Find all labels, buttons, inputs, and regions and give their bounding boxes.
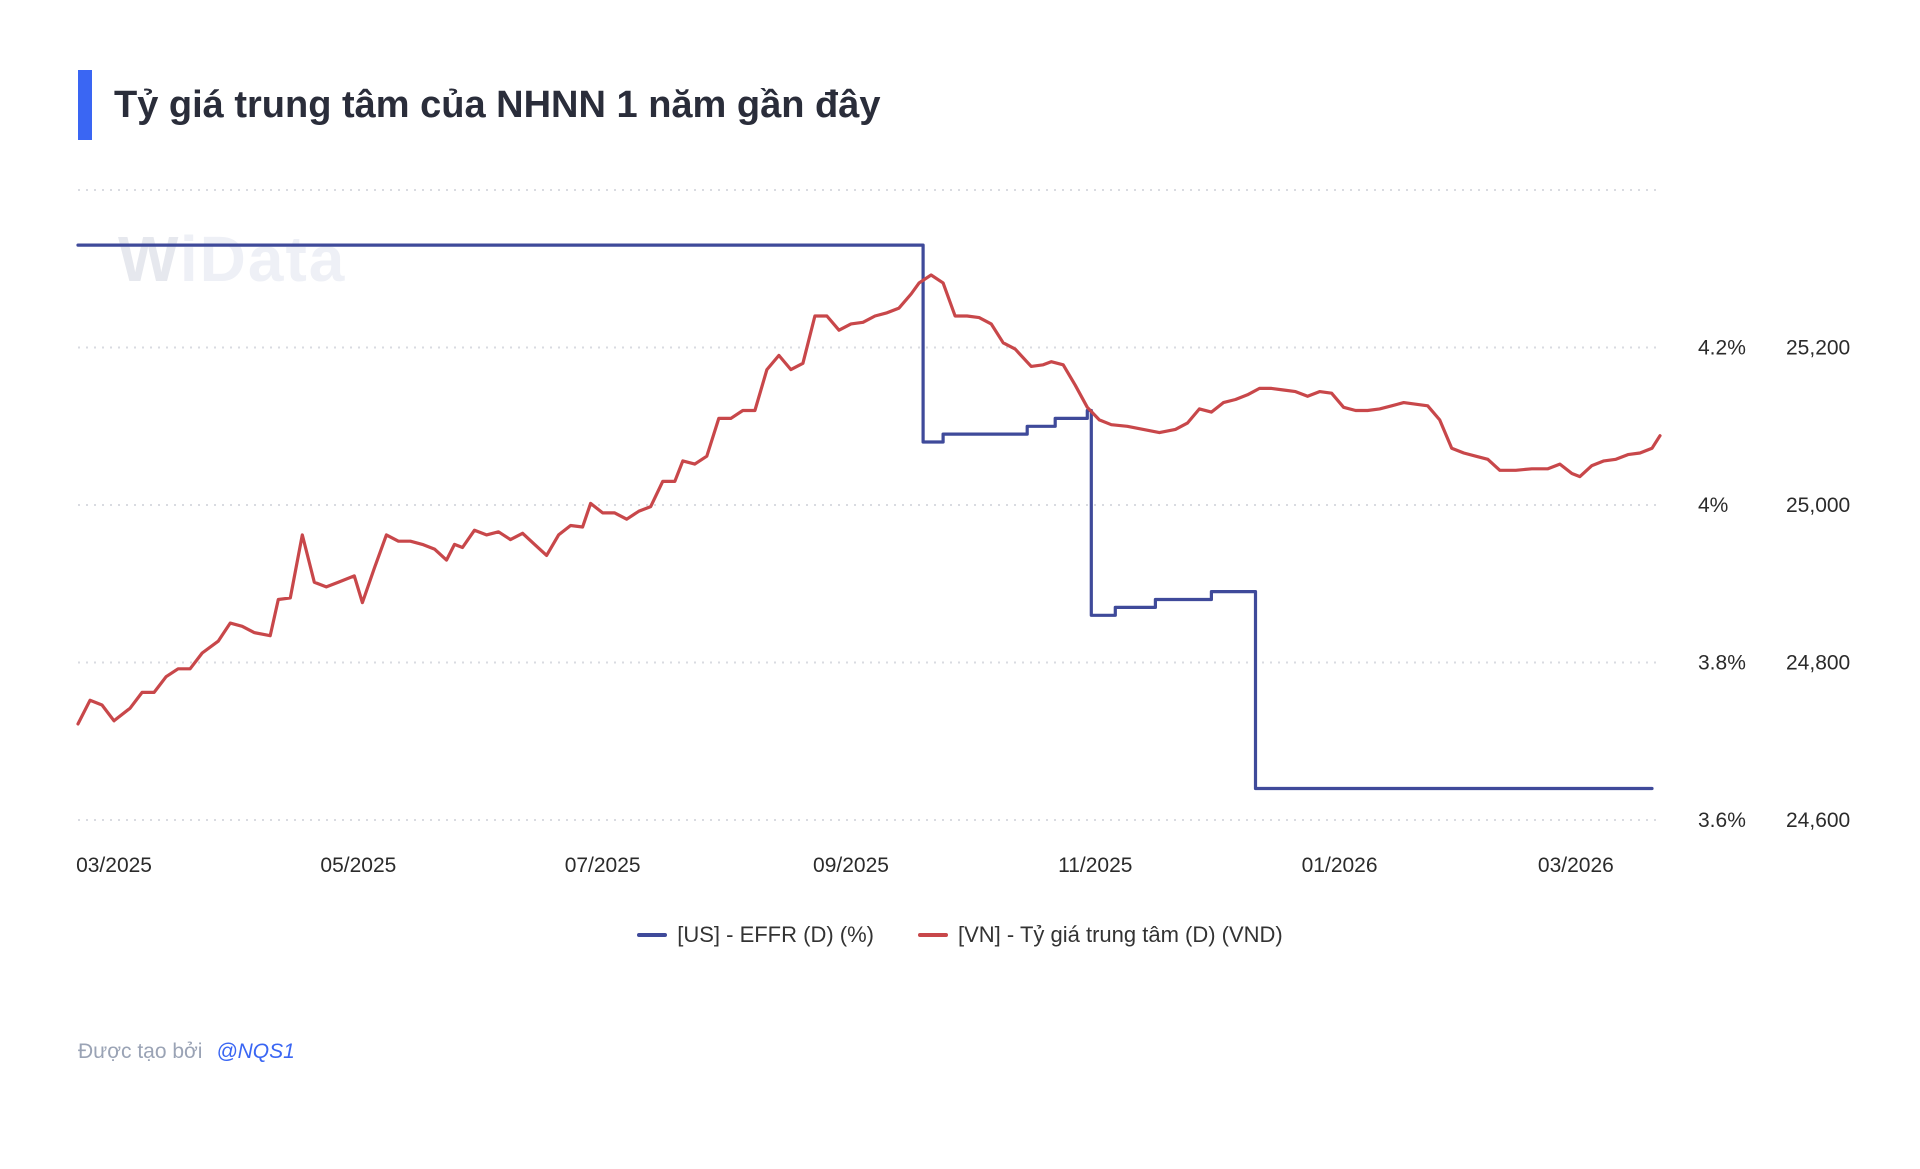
series-line-effr [76, 243, 1654, 791]
legend-label-effr: [US] - EFFR (D) (%) [677, 922, 874, 947]
legend-item-effr[interactable]: [US] - EFFR (D) (%) [637, 922, 874, 948]
legend-label-vnd: [VN] - Tỷ giá trung tâm (D) (VND) [958, 922, 1283, 947]
title-accent-bar [78, 70, 92, 140]
y-left-tick-label: 4.2% [1698, 337, 1746, 360]
legend-swatch-vnd [918, 933, 948, 937]
y-right-tick-label: 24,600 [1786, 809, 1850, 832]
grid-lines [78, 189, 1660, 821]
title-block: Tỷ giá trung tâm của NHNN 1 năm gần đây [78, 70, 880, 140]
y-left-axis-ticks: 4.2% 4% 3.8% 3.6% [1698, 337, 1746, 833]
y-right-tick-label: 25,200 [1786, 337, 1850, 360]
y-left-tick-label: 4% [1698, 494, 1728, 517]
x-tick-label: 03/2026 [1538, 854, 1614, 877]
legend: [US] - EFFR (D) (%) [VN] - Tỷ giá trung … [0, 922, 1920, 948]
x-tick-label: 01/2026 [1302, 854, 1378, 877]
y-left-tick-label: 3.8% [1698, 652, 1746, 675]
y-right-tick-label: 25,000 [1786, 494, 1850, 517]
legend-item-vnd[interactable]: [VN] - Tỷ giá trung tâm (D) (VND) [918, 922, 1283, 948]
x-tick-label: 05/2025 [320, 854, 396, 877]
credit-prefix: Được tạo bởi [78, 1040, 203, 1063]
series-line-vnd [76, 273, 1662, 726]
y-right-axis-ticks: 25,200 25,000 24,800 24,600 [1786, 337, 1850, 833]
legend-swatch-effr [637, 933, 668, 937]
x-tick-label: 11/2025 [1058, 854, 1132, 877]
x-tick-label: 03/2025 [76, 854, 152, 877]
watermark-rest: iData [179, 223, 347, 295]
y-left-tick-label: 3.6% [1698, 809, 1746, 832]
credit-line: Được tạo bởi @NQS1 [78, 1040, 295, 1064]
x-axis-ticks: 03/2025 05/2025 07/2025 09/2025 11/2025 01/20… [76, 854, 1614, 877]
series-lines [76, 243, 1662, 791]
y-right-tick-label: 24,800 [1786, 652, 1850, 675]
watermark-w: W [118, 223, 180, 295]
x-tick-label: 09/2025 [813, 854, 889, 877]
watermark: WiData [118, 222, 346, 296]
x-tick-label: 07/2025 [565, 854, 641, 877]
page-title: Tỷ giá trung tâm của NHNN 1 năm gần đây [114, 83, 881, 126]
credit-handle-link[interactable]: @NQS1 [216, 1040, 295, 1063]
